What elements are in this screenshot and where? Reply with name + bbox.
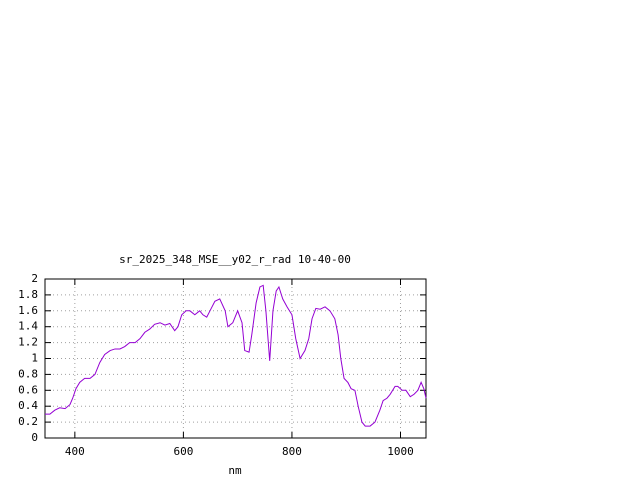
y-tick-label: 0	[31, 431, 38, 444]
y-tick-label: 0.2	[18, 415, 38, 428]
y-tick-label: 0.6	[18, 383, 38, 396]
y-tick-label: 0.4	[18, 399, 38, 412]
x-tick-label: 600	[173, 445, 193, 458]
y-tick-label: 1.2	[18, 336, 38, 349]
y-tick-label: 1.6	[18, 304, 38, 317]
x-axis-label: nm	[228, 464, 242, 477]
x-tick-label: 800	[282, 445, 302, 458]
y-tick-label: 0.8	[18, 367, 38, 380]
chart-title: sr_2025_348_MSE__y02_r_rad 10-40-00	[119, 253, 351, 266]
y-tick-label: 1	[31, 352, 38, 365]
y-tick-label: 1.4	[18, 320, 38, 333]
x-tick-label: 1000	[387, 445, 414, 458]
plot-border	[44, 278, 427, 439]
y-tick-label: 2	[31, 272, 38, 285]
x-tick-label: 400	[65, 445, 85, 458]
data-line	[45, 284, 427, 427]
y-tick-label: 1.8	[18, 288, 38, 301]
